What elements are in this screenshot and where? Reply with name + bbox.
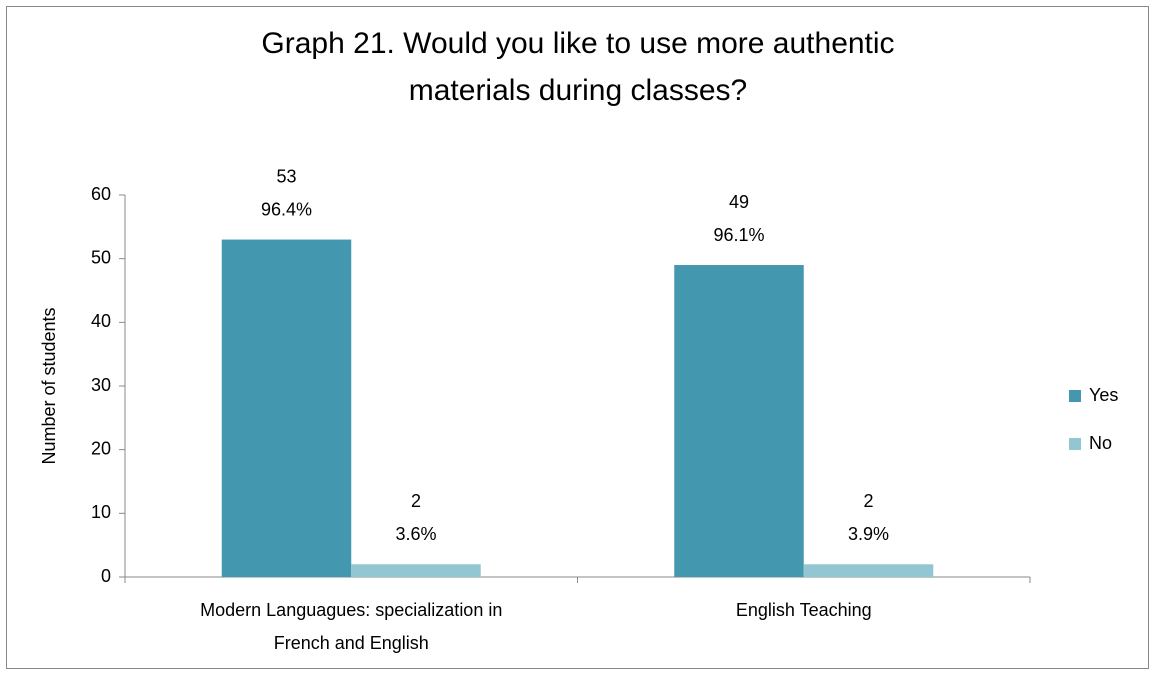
legend-swatch: [1069, 390, 1081, 402]
data-label: 2: [411, 491, 421, 511]
chart-border: [6, 6, 1149, 669]
y-tick-label: 20: [91, 438, 111, 458]
x-tick-label-box: English Teaching: [735, 600, 872, 620]
percent-label: 96.4%: [261, 199, 312, 219]
bar: [674, 265, 804, 577]
y-tick-label: 30: [91, 375, 111, 395]
bar: [221, 239, 352, 578]
y-tick-label: 40: [91, 311, 111, 331]
percent-label: 3.9%: [848, 524, 889, 544]
data-label: 53: [276, 166, 296, 186]
legend-swatch: [1069, 438, 1081, 450]
legend-label: Yes: [1089, 385, 1118, 405]
percent-label: 3.6%: [395, 524, 436, 544]
percent-label: 96.1%: [713, 225, 764, 245]
title-box: Graph 21. Would you like to use more aut…: [261, 27, 895, 107]
y-axis-label: Number of students: [39, 307, 59, 464]
y-tick-label: 60: [91, 184, 111, 204]
x-tick-label-box: Modern Languagues: specialization in Fre…: [200, 600, 503, 653]
legend-label: No: [1089, 433, 1112, 453]
y-tick-label: 0: [101, 566, 111, 586]
y-tick-label: 50: [91, 247, 111, 267]
data-label: 49: [729, 192, 749, 212]
bar: [803, 564, 934, 577]
x-tick-label: Modern Languagues: specialization in Fre…: [200, 600, 503, 653]
y-tick-label: 10: [91, 502, 111, 522]
data-label: 2: [863, 491, 873, 511]
x-tick-label: English Teaching: [735, 600, 872, 620]
bar: [351, 564, 481, 577]
chart-title: Graph 21. Would you like to use more aut…: [261, 27, 895, 107]
